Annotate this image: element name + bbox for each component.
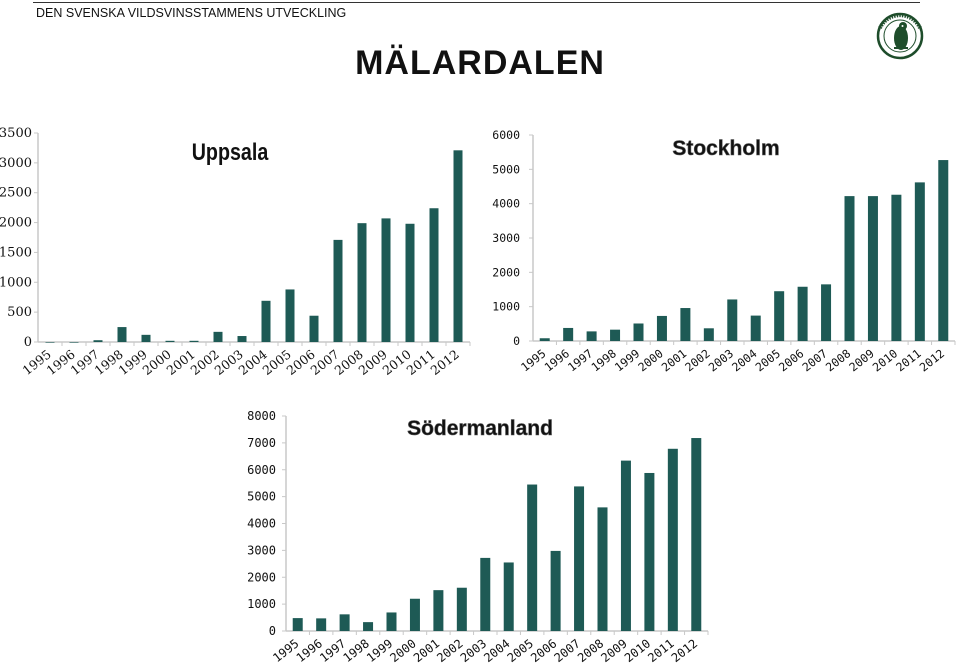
bar-2008 — [597, 507, 608, 631]
page-title: MÄLARDALEN — [355, 44, 605, 82]
y-tick-label: 6000 — [492, 128, 520, 142]
bar-1999 — [141, 334, 151, 342]
x-tick-label-2012: 2012 — [917, 346, 947, 374]
y-tick-label: 2000 — [0, 216, 32, 231]
chart-stockholm: 0100020003000400050006000199519961997199… — [492, 128, 956, 374]
hunting-association-seal-icon — [876, 12, 924, 60]
y-tick-label: 8000 — [247, 409, 276, 423]
bar-2009 — [620, 460, 631, 631]
bar-1996 — [69, 342, 79, 343]
y-tick-label: 1000 — [0, 275, 32, 290]
bar-2010 — [644, 472, 655, 631]
chart-uppsala: 0500100015002000250030003500199519961997… — [0, 126, 471, 378]
bar-2001 — [189, 340, 199, 342]
bar-2011 — [667, 448, 678, 631]
bar-2011 — [914, 182, 925, 341]
bar-2007 — [333, 239, 343, 342]
chart-sodermanland: 0100020003000400050006000700080001995199… — [247, 409, 709, 665]
header-text: DEN SVENSKA VILDSVINSSTAMMENS UTVECKLING — [36, 6, 347, 20]
bar-2008 — [357, 223, 367, 342]
bar-2003 — [480, 557, 491, 631]
bar-2006 — [309, 315, 319, 342]
y-tick-label: 3000 — [492, 231, 520, 245]
bar-2000 — [165, 340, 175, 342]
bar-1996 — [316, 618, 327, 631]
bar-2007 — [574, 486, 585, 631]
y-tick-label: 4000 — [247, 517, 276, 531]
bar-2009 — [867, 196, 878, 341]
bar-2004 — [503, 562, 514, 631]
bar-2012 — [938, 160, 949, 341]
bar-2001 — [680, 308, 691, 341]
bar-1998 — [117, 327, 127, 342]
y-tick-label: 1000 — [492, 300, 520, 314]
bar-2000 — [656, 315, 667, 341]
bar-2010 — [405, 223, 415, 342]
y-tick-label: 5000 — [492, 162, 520, 176]
y-tick-label: 500 — [7, 305, 32, 320]
y-tick-label: 6000 — [247, 463, 276, 477]
y-tick-label: 0 — [513, 334, 520, 348]
y-tick-label: 7000 — [247, 436, 276, 450]
y-tick-label: 2000 — [492, 265, 520, 279]
x-tick-label-2012: 2012 — [669, 636, 700, 665]
bar-2001 — [433, 590, 444, 631]
bar-1995 — [292, 618, 303, 631]
bar-2000 — [409, 598, 420, 631]
bar-2012 — [453, 150, 463, 342]
bar-1999 — [633, 323, 644, 341]
bar-2005 — [774, 291, 785, 341]
bar-2002 — [213, 331, 223, 342]
bar-2004 — [261, 300, 271, 342]
bar-2002 — [703, 328, 714, 341]
bar-1995 — [539, 338, 550, 341]
x-tick-label-2012: 2012 — [428, 347, 462, 378]
bar-2006 — [550, 550, 561, 631]
bar-2007 — [821, 284, 832, 341]
y-tick-label: 3000 — [247, 543, 276, 557]
y-tick-label: 1500 — [0, 245, 32, 260]
bar-1997 — [339, 614, 350, 631]
bar-2012 — [691, 438, 702, 631]
bar-2011 — [429, 208, 439, 342]
y-tick-label: 0 — [269, 624, 276, 638]
bar-2004 — [750, 315, 761, 341]
bar-1998 — [363, 622, 374, 631]
bar-1998 — [610, 329, 621, 341]
bar-2005 — [527, 484, 538, 631]
bar-2008 — [844, 196, 855, 341]
y-tick-label: 4000 — [492, 197, 520, 211]
bar-1997 — [93, 340, 103, 342]
bar-2003 — [237, 336, 247, 342]
chart-title: Stockholm — [672, 137, 779, 160]
bar-1995 — [45, 342, 55, 343]
header-rule — [33, 2, 920, 3]
y-tick-label: 0 — [24, 335, 32, 350]
y-tick-label: 3500 — [0, 126, 32, 141]
bar-2003 — [727, 299, 738, 341]
y-tick-label: 1000 — [247, 597, 276, 611]
y-tick-label: 2500 — [0, 186, 32, 201]
bar-2009 — [381, 218, 391, 342]
chart-title: Södermanland — [407, 417, 553, 440]
chart-title: Uppsala — [192, 138, 269, 165]
bar-1999 — [386, 612, 397, 631]
bar-2005 — [285, 289, 295, 342]
y-tick-label: 5000 — [247, 490, 276, 504]
y-tick-label: 2000 — [247, 570, 276, 584]
bar-2006 — [797, 286, 808, 341]
bar-1996 — [563, 327, 574, 341]
bar-2002 — [456, 587, 467, 631]
bar-2010 — [891, 194, 902, 341]
y-tick-label: 3000 — [0, 156, 32, 171]
bar-1997 — [586, 331, 597, 341]
